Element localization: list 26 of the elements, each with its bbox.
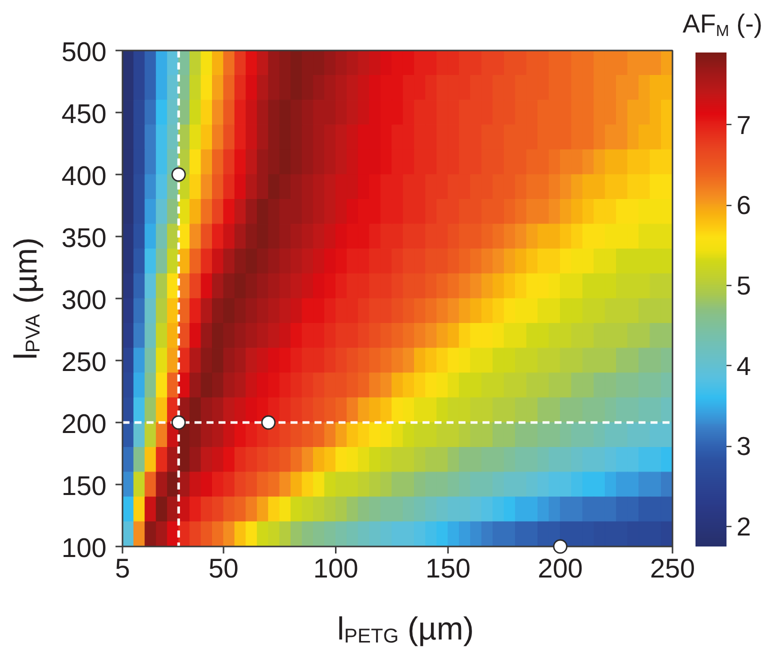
y-tick-label: 450 — [61, 99, 107, 129]
y-tick-label: 250 — [61, 347, 107, 377]
y-tick-label: 400 — [61, 161, 107, 191]
y-axis-title: lPVA (µm) — [8, 237, 44, 360]
x-tick-label: 250 — [650, 554, 696, 584]
point — [261, 415, 276, 430]
x-tick-label: 5 — [114, 554, 130, 584]
color-bar-label: 7 — [736, 110, 751, 140]
y-tick-label: 500 — [61, 37, 107, 67]
point — [171, 167, 186, 182]
color-bar-label: 5 — [736, 270, 751, 300]
y-tick-label: 300 — [61, 285, 107, 315]
point — [171, 415, 186, 430]
color-bar-label: 2 — [736, 511, 751, 542]
x-tick-label: 100 — [313, 554, 358, 584]
color-bar-label: 4 — [736, 350, 751, 381]
y-tick-label: 350 — [61, 223, 107, 253]
x-tick-label: 50 — [208, 554, 239, 584]
color-bar-label: 3 — [736, 431, 751, 462]
color-bar-label: 6 — [736, 190, 751, 220]
point — [553, 539, 568, 554]
x-tick-label: 150 — [425, 554, 471, 584]
y-tick-label: 100 — [61, 533, 107, 563]
y-tick-label: 150 — [61, 471, 107, 501]
y-tick-label: 200 — [61, 409, 107, 439]
x-tick-label: 200 — [538, 554, 583, 584]
